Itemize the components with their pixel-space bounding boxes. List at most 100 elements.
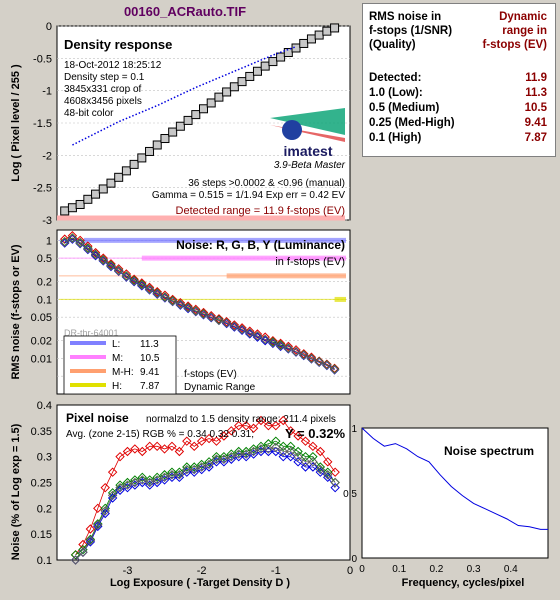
density-tick-labels: 0 -0.5 -1 -1.5 -2 -2.5 -3 — [33, 21, 52, 227]
density-step-marker — [183, 115, 193, 125]
density-ytick-label: -1 — [42, 86, 52, 98]
legend-title-2: Dynamic Range — [184, 382, 256, 393]
noise-point — [322, 360, 332, 370]
summary-row-value: 9.41 — [524, 117, 547, 129]
density-step-marker — [121, 166, 131, 176]
density-ytick-label: 0 — [46, 21, 52, 33]
noise-point — [60, 238, 70, 248]
density-step-marker — [229, 82, 239, 92]
pixel-noise-point — [241, 449, 251, 459]
pixel-noise-point — [130, 477, 140, 488]
pixel-noise-point — [315, 446, 326, 457]
noise-spectrum-panel: 1 0.5 00 0.1 0.2 0.3 0.4 Noise spectrum Freque… — [343, 424, 549, 589]
summary-row-label: 0.25 (Med-High) — [369, 117, 455, 129]
version-text: 3.9-Beta Master — [274, 160, 346, 171]
pixel-noise-point — [70, 550, 81, 560]
noise-ytick-label: 0.1 — [37, 294, 52, 306]
pixel-noise-point — [204, 459, 214, 470]
noise-spectrum-curve — [361, 427, 548, 530]
noise-point — [299, 350, 309, 360]
pixel-noise-point — [174, 446, 185, 457]
density-step-marker — [145, 146, 155, 156]
noise-spectrum-xtick-label: 0.3 — [467, 564, 481, 575]
density-step-marker — [106, 178, 116, 188]
pixel-noise-ytick-label: 0.1 — [37, 555, 52, 567]
pixel-noise-point — [315, 464, 326, 475]
summary-row-medium: 0.5 (Medium) 10.5 — [369, 102, 547, 118]
density-step-marker — [91, 189, 101, 199]
pixel-noise-ytick-label: 0.3 — [37, 452, 52, 464]
pixel-noise-point — [285, 426, 296, 436]
pixel-noise-ylabel: Noise (% of Log exp = 1.5) — [10, 423, 22, 560]
pixel-noise-xtick-label: -3 — [123, 565, 133, 577]
summary-row-low: 1.0 (Low): 11.3 — [369, 87, 547, 103]
pixel-noise-point — [85, 537, 96, 547]
noise-point — [214, 314, 224, 324]
noise-ytick-label: 0.05 — [31, 312, 52, 324]
pixel-noise-point — [152, 441, 162, 452]
density-step-marker — [299, 38, 309, 48]
noise-point — [83, 244, 93, 254]
noise-point — [98, 253, 108, 263]
noise-spectrum-xtick-label: 0.4 — [504, 564, 518, 575]
pixel-noise-point — [130, 444, 140, 454]
density-ylabel: Log ( Pixel level / 255 ) — [10, 64, 22, 182]
pixel-noise-point — [293, 457, 303, 467]
density-step-marker — [322, 26, 332, 36]
pixel-noise-xlabel: Log Exposure ( -Target Density D ) — [110, 577, 290, 589]
noise-point — [283, 343, 294, 354]
legend-label-high: H: — [112, 381, 122, 392]
density-ytick-label: -3 — [42, 215, 52, 227]
noise-point — [183, 303, 193, 313]
pixel-noise-normline: normalzd to 1.5 density range: 211.4 pix… — [146, 414, 336, 425]
summary-row-label: 1.0 (Low): — [369, 87, 423, 99]
pixel-noise-point — [167, 470, 177, 480]
pixel-noise-point — [234, 420, 244, 431]
noise-point — [229, 320, 240, 330]
noise-point — [183, 303, 193, 314]
pixel-noise-ytick-label: 0.15 — [31, 529, 52, 541]
legend-value-low: 11.3 — [140, 339, 159, 350]
pixel-noise-point — [263, 420, 274, 431]
noise-tick-labels: 1 0.5 0.2 0.1 0.05 0.02 0.01 — [31, 235, 52, 365]
noise-point — [175, 299, 186, 310]
density-ytick-label: -2 — [42, 150, 52, 162]
noise-spectrum-ytick-label: 1 — [351, 424, 357, 435]
pixel-noise-point — [263, 444, 274, 454]
noise-point — [237, 324, 247, 335]
noise-point — [67, 231, 78, 241]
density-ytick-label: -0.5 — [33, 53, 52, 65]
pixel-noise-point — [137, 475, 148, 485]
noise-point — [260, 335, 270, 346]
density-stats-2: Gamma = 0.515 = 1/1.94 Exp err = 0.42 EV — [152, 190, 345, 201]
pixel-noise-point — [159, 444, 170, 454]
density-step-marker — [98, 184, 108, 194]
pixel-noise-point — [300, 451, 311, 462]
pixel-noise-point — [330, 477, 340, 488]
pixel-noise-point — [196, 459, 207, 470]
summary-header-left-3: (Quality) — [369, 39, 416, 51]
pixel-noise-point — [293, 431, 303, 441]
pixel-noise-point — [285, 451, 296, 462]
noise-spectrum-title: Noise spectrum — [444, 444, 534, 458]
pixel-noise-point — [100, 503, 110, 514]
pixel-noise-point — [115, 480, 125, 490]
noise-point — [229, 321, 240, 332]
pixel-noise-point — [226, 451, 237, 462]
pixel-noise-point — [285, 446, 296, 457]
density-step-marker — [75, 199, 85, 209]
legend-title-1: f-stops (EV) — [184, 369, 237, 380]
noise-point — [221, 316, 232, 327]
noise-ytick-label: 1 — [46, 235, 52, 247]
summary-header-right-1: Dynamic — [499, 11, 547, 23]
pixel-noise-point — [130, 475, 140, 485]
pixel-noise-point — [196, 436, 207, 446]
summary-row-value: 7.87 — [524, 132, 547, 144]
pixel-noise-point — [323, 467, 333, 477]
density-step-marker — [283, 48, 293, 58]
pixel-noise-avgline: Avg. (zone 2-15) RGB % = 0.34 0.32 0.31; — [66, 429, 254, 440]
pixel-noise-point — [85, 535, 96, 546]
pixel-noise-point — [271, 446, 281, 457]
noise-point — [206, 312, 216, 322]
density-step-marker — [191, 110, 201, 120]
